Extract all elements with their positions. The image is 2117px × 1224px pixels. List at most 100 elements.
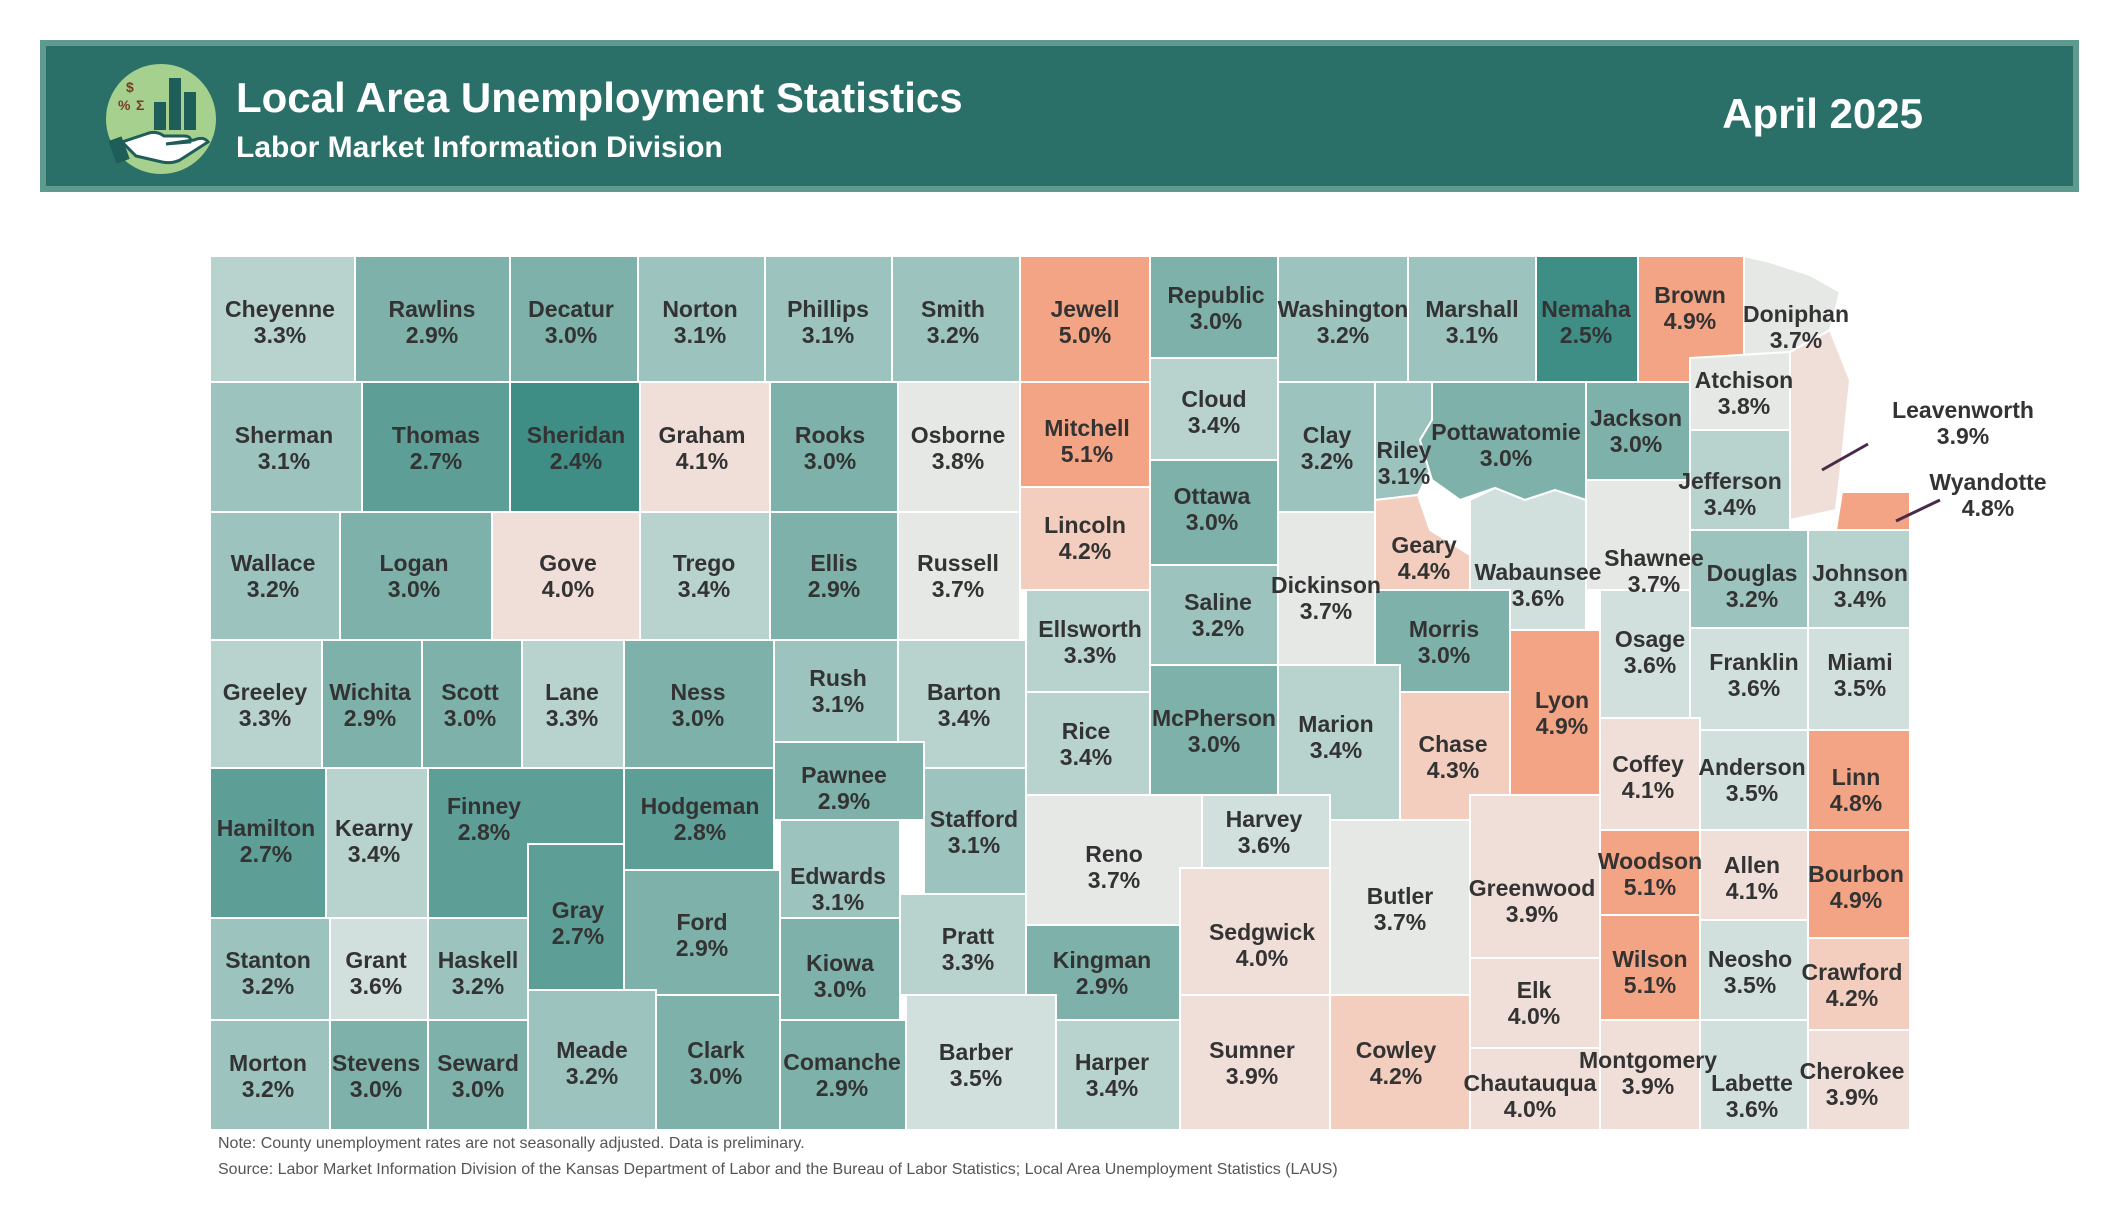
county-name-label: Smith: [921, 296, 985, 322]
county-rate-label: 3.0%: [1190, 308, 1242, 334]
county-rate-label: 4.0%: [1504, 1096, 1556, 1122]
county-rate-label: 5.1%: [1624, 972, 1676, 998]
county-rate-label: 3.2%: [1726, 586, 1778, 612]
county-name-label: Saline: [1184, 589, 1252, 615]
county-name-label: Brown: [1654, 282, 1726, 308]
county-name-label: Grant: [345, 947, 407, 973]
county-name-label: Graham: [659, 422, 746, 448]
county-rate-label: 4.8%: [1830, 790, 1882, 816]
county-name-label: Crawford: [1802, 959, 1903, 985]
county-rate-label: 3.7%: [1770, 327, 1822, 353]
county-name-label: Kearny: [335, 815, 413, 841]
county-rate-label: 4.2%: [1826, 985, 1878, 1011]
county-rate-label: 5.1%: [1624, 874, 1676, 900]
county-rate-label: 2.9%: [676, 935, 728, 961]
county-name-label: Meade: [556, 1037, 628, 1063]
county-rate-label: 4.4%: [1398, 558, 1450, 584]
county-rate-label: 3.9%: [1937, 423, 1989, 449]
county-rate-label: 3.8%: [1718, 393, 1770, 419]
county-rate-label: 3.0%: [1418, 642, 1470, 668]
county-name-label: Ottawa: [1174, 483, 1251, 509]
county-name-label: Stafford: [930, 806, 1018, 832]
county-rate-label: 2.9%: [1076, 973, 1128, 999]
county-rate-label: 3.0%: [545, 322, 597, 348]
county-name-label: Montgomery: [1579, 1047, 1717, 1073]
county-rate-label: 3.1%: [802, 322, 854, 348]
county-name-label: Edwards: [790, 863, 886, 889]
county-name-label: Scott: [441, 679, 499, 705]
county-rate-label: 2.7%: [552, 923, 604, 949]
county-name-label: Wabaunsee: [1475, 559, 1602, 585]
county-name-label: Sheridan: [527, 422, 625, 448]
county-name-label: Douglas: [1707, 560, 1798, 586]
county-rate-label: 3.0%: [388, 576, 440, 602]
county-rate-label: 3.4%: [1060, 744, 1112, 770]
county-name-label: Geary: [1391, 532, 1456, 558]
county-rate-label: 4.0%: [1508, 1003, 1560, 1029]
logo-symbol: %: [118, 97, 131, 113]
county-name-label: Thomas: [392, 422, 480, 448]
county-name-label: Cowley: [1356, 1037, 1437, 1063]
county-rate-label: 3.2%: [1317, 322, 1369, 348]
county-rate-label: 3.0%: [672, 705, 724, 731]
county-name-label: Atchison: [1695, 367, 1793, 393]
county-name-label: Osage: [1615, 626, 1685, 652]
county-name-label: Rush: [809, 665, 867, 691]
county-name-label: Jefferson: [1678, 468, 1782, 494]
county-rate-label: 4.1%: [1726, 878, 1778, 904]
header-banner: $ % Σ Local Area Unemployment Statistics…: [40, 40, 2079, 192]
county-name-label: Barton: [927, 679, 1001, 705]
county-rate-label: 3.9%: [1226, 1063, 1278, 1089]
county-wyandotte: [1834, 491, 1911, 531]
county-name-label: Sherman: [235, 422, 333, 448]
county-name-label: Lincoln: [1044, 512, 1126, 538]
county-rate-label: 3.0%: [804, 448, 856, 474]
county-rate-label: 3.0%: [1610, 431, 1662, 457]
county-rate-label: 3.5%: [1834, 675, 1886, 701]
county-rate-label: 3.3%: [1064, 642, 1116, 668]
county-name-label: Reno: [1085, 841, 1143, 867]
county-rate-label: 3.1%: [948, 832, 1000, 858]
county-rate-label: 3.9%: [1826, 1084, 1878, 1110]
source-text: Source: Labor Market Information Divisio…: [218, 1161, 1338, 1178]
county-rate-label: 3.2%: [927, 322, 979, 348]
county-name-label: Morton: [229, 1050, 307, 1076]
county-rate-label: 3.2%: [242, 973, 294, 999]
county-rate-label: 3.5%: [1724, 972, 1776, 998]
county-rate-label: 3.1%: [812, 889, 864, 915]
county-rate-label: 3.2%: [452, 973, 504, 999]
county-name-label: Elk: [1517, 977, 1552, 1003]
county-name-label: Finney: [447, 793, 521, 819]
county-name-label: Chautauqua: [1464, 1070, 1597, 1096]
county-rate-label: 2.9%: [818, 788, 870, 814]
county-rate-label: 3.2%: [1192, 615, 1244, 641]
county-name-label: Ellsworth: [1038, 616, 1142, 642]
leader-line-wyandotte: [1895, 498, 1941, 523]
county-rate-label: 3.0%: [350, 1076, 402, 1102]
county-rate-label: 3.4%: [1086, 1075, 1138, 1101]
county-name-label: Jackson: [1590, 405, 1682, 431]
county-name-label: Allen: [1724, 852, 1780, 878]
county-name-label: Shawnee: [1604, 545, 1704, 571]
county-rate-label: 3.5%: [1726, 780, 1778, 806]
county-rate-label: 3.3%: [239, 705, 291, 731]
county-rate-label: 4.0%: [542, 576, 594, 602]
county-rate-label: 2.9%: [344, 705, 396, 731]
county-name-label: Nemaha: [1541, 296, 1631, 322]
county-rate-label: 3.6%: [1512, 585, 1564, 611]
county-name-label: Bourbon: [1808, 861, 1904, 887]
county-name-label: Comanche: [783, 1049, 901, 1075]
county-rate-label: 3.4%: [348, 841, 400, 867]
county-rate-label: 3.1%: [674, 322, 726, 348]
county-name-label: Morris: [1409, 616, 1479, 642]
county-rate-label: 3.6%: [1728, 675, 1780, 701]
county-name-label: Labette: [1711, 1070, 1793, 1096]
county-rate-label: 3.0%: [690, 1063, 742, 1089]
leader-line-leavenworth: [1821, 442, 1869, 472]
county-name-label: McPherson: [1152, 705, 1276, 731]
county-name-label: Pawnee: [801, 762, 887, 788]
county-name-label: Hodgeman: [641, 793, 760, 819]
county-name-label: Riley: [1377, 437, 1432, 463]
county-rate-label: 2.7%: [240, 841, 292, 867]
